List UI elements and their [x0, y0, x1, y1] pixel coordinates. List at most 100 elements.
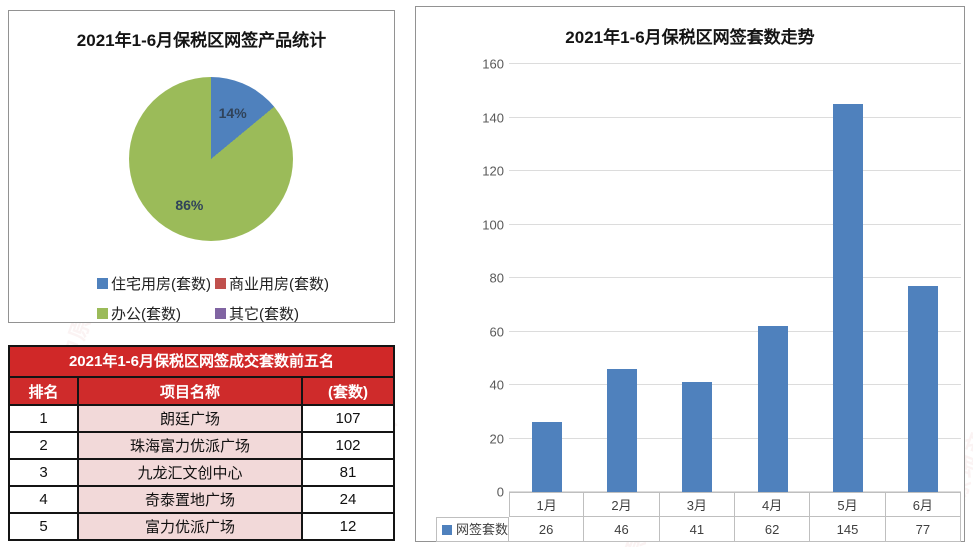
pie-slice-label: 14%	[218, 104, 247, 121]
pie-legend-item: 办公(套数)	[97, 303, 215, 324]
project-name-cell: 富力优派广场	[77, 512, 303, 541]
pie-chart-title: 2021年1-6月保税区网签产品统计	[76, 31, 327, 50]
rank-table-header-cell: 排名	[8, 376, 79, 406]
series-value-cell: 26	[509, 517, 585, 542]
bar-column	[584, 64, 659, 492]
bar	[531, 422, 562, 492]
y-axis-tick-label: 100	[482, 217, 504, 232]
count-cell: 24	[301, 485, 395, 514]
bar-series-legend: 网签套数	[436, 517, 509, 542]
month-label-cell: 6月	[885, 492, 961, 517]
rank-table-title: 2021年1-6月保税区网签成交套数前五名	[8, 345, 395, 376]
rank-cell: 4	[8, 485, 79, 514]
pie-legend-item: 其它(套数)	[215, 303, 329, 324]
pie-graphic	[129, 77, 293, 241]
table-row: 5 富力优派广场 12	[8, 512, 395, 541]
rank-table-header-row: 排名 项目名称 (套数)	[8, 376, 395, 406]
series-value-cell: 46	[584, 517, 660, 542]
gridline	[509, 330, 961, 332]
project-name-cell: 奇泰置地广场	[77, 485, 303, 514]
pie-chart-panel: 2021年1-6月保税区网签产品统计 14% 86% 住宅用房(套数) 商业用房(套…	[8, 10, 395, 323]
table-row: 4 奇泰置地广场 24	[8, 485, 395, 514]
bar	[682, 382, 713, 492]
project-name-cell: 朗廷广场	[77, 404, 303, 433]
y-axis-tick-label: 0	[496, 484, 504, 500]
bar	[832, 104, 863, 492]
month-label-cell: 2月	[584, 492, 660, 517]
rank-cell: 1	[8, 404, 79, 433]
count-cell: 12	[301, 512, 395, 541]
legend-color-swatch	[215, 278, 226, 289]
pie-chart: 14% 86%	[129, 77, 293, 241]
bar-column	[660, 64, 735, 492]
bar-plot-area	[509, 63, 961, 492]
gridline	[509, 63, 961, 64]
y-axis: 0 20 40 60 80 100 120 140 160	[446, 58, 504, 499]
project-name-cell: 九龙汇文创中心	[77, 458, 303, 487]
bar-column	[810, 64, 885, 492]
month-labels-row: 1月 2月 3月 4月 5月 6月	[436, 492, 961, 517]
count-cell: 81	[301, 458, 395, 487]
rank-cell: 3	[8, 458, 79, 487]
pie-legend-label: 其它(套数)	[229, 306, 299, 323]
project-name-cell: 珠海富力优派广场	[77, 431, 303, 460]
bar-chart-panel: 2021年1-6月保税区网签套数走势 0 20 40 60 80 100 120 140 160…	[415, 6, 965, 542]
month-label-cell: 5月	[810, 492, 886, 517]
bar-column	[735, 64, 810, 492]
y-axis-tick-label: 120	[482, 163, 504, 179]
bar	[606, 368, 637, 492]
table-row: 2 珠海富力优派广场 102	[8, 431, 395, 460]
pie-legend-label: 商业用房(套数)	[229, 276, 329, 293]
pie-slice-label: 86%	[175, 197, 204, 213]
bar-series-name: 网签套数	[456, 522, 509, 537]
rank-table-header-cell: (套数)	[301, 376, 395, 406]
y-axis-tick-label: 40	[489, 377, 504, 393]
bar	[757, 326, 788, 492]
gridline	[509, 170, 961, 171]
bar	[908, 286, 939, 492]
x-axis-data-table: 1月 2月 3月 4月 5月 6月 网签套数 26 46 41 62 145 77	[436, 492, 961, 542]
count-cell: 102	[301, 431, 395, 460]
gridline	[509, 277, 961, 278]
pie-legend: 住宅用房(套数) 商业用房(套数) 办公(套数) 其它(套数)	[97, 273, 329, 324]
gridline	[509, 223, 961, 225]
y-axis-tick-label: 80	[489, 270, 504, 286]
legend-color-swatch	[442, 524, 452, 535]
gridline	[509, 384, 961, 385]
month-label-cell: 1月	[509, 492, 585, 517]
month-label-cell: 4月	[735, 492, 811, 517]
rank-table-grid: 排名 项目名称 (套数) 1 朗廷广场 107 2 珠海富力优派广场 102 3 九龙汇文创中心 8…	[8, 376, 395, 541]
y-axis-tick-label: 160	[482, 56, 504, 72]
pie-legend-item: 住宅用房(套数)	[97, 273, 215, 294]
x-table-spacer	[436, 492, 509, 517]
y-axis-tick-label: 140	[482, 110, 504, 125]
rank-table-header-cell: 项目名称	[77, 376, 303, 406]
rank-cell: 2	[8, 431, 79, 460]
bar-column	[509, 64, 584, 492]
count-cell: 107	[301, 404, 395, 433]
y-axis-tick-label: 60	[489, 324, 504, 339]
legend-color-swatch	[215, 308, 226, 319]
bar-chart-title: 2021年1-6月保税区网签套数走势	[565, 28, 815, 47]
y-axis-tick-label: 20	[489, 431, 504, 446]
pie-legend-label: 办公(套数)	[111, 306, 181, 323]
gridline	[509, 491, 961, 492]
gridline	[509, 437, 961, 439]
series-values-row: 网签套数 26 46 41 62 145 77	[436, 517, 961, 542]
rank-table: 2021年1-6月保税区网签成交套数前五名 排名 项目名称 (套数) 1 朗廷广场 10…	[8, 345, 395, 541]
series-value-cell: 145	[810, 517, 886, 542]
month-label-cell: 3月	[659, 492, 735, 517]
table-row: 3 九龙汇文创中心 81	[8, 458, 395, 487]
series-value-cell: 77	[885, 517, 961, 542]
pie-legend-item: 商业用房(套数)	[215, 273, 329, 294]
legend-color-swatch	[97, 308, 108, 319]
bar-column	[886, 64, 961, 492]
series-value-cell: 62	[735, 517, 811, 542]
legend-color-swatch	[97, 278, 108, 289]
gridline	[509, 116, 961, 118]
table-row: 1 朗廷广场 107	[8, 404, 395, 433]
pie-legend-label: 住宅用房(套数)	[111, 276, 211, 293]
rank-cell: 5	[8, 512, 79, 541]
series-value-cell: 41	[659, 517, 735, 542]
